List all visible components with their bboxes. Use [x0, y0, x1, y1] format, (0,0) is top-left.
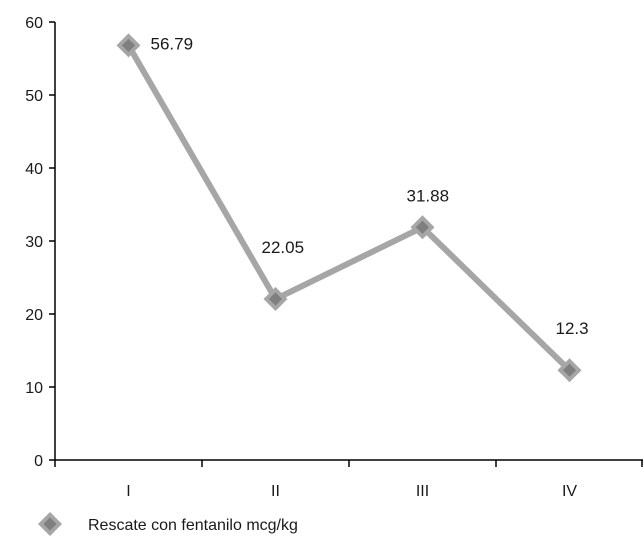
series-line [125, 42, 573, 374]
x-tick-label: I [126, 483, 130, 500]
data-label: 12.3 [556, 319, 589, 338]
data-label: 56.79 [151, 34, 194, 53]
x-tick-label: III [416, 483, 429, 500]
y-tick-label: 60 [25, 15, 43, 32]
data-point-marker [410, 215, 435, 240]
data-point-marker [116, 33, 141, 58]
y-tick-label: 50 [25, 88, 43, 105]
y-tick-label: 40 [25, 161, 43, 178]
data-label: 31.88 [407, 186, 450, 205]
y-tick-label: 30 [25, 234, 43, 251]
legend: Rescate con fentanilo mcg/kg [38, 512, 298, 536]
y-tick-label: 20 [25, 307, 43, 324]
data-label: 22.05 [262, 238, 305, 257]
x-tick-label: IV [562, 483, 577, 500]
legend-label: Rescate con fentanilo mcg/kg [88, 517, 298, 534]
legend-marker [38, 512, 62, 536]
y-tick-label: 0 [34, 453, 43, 470]
data-point-marker [263, 287, 288, 312]
x-tick-label: II [271, 483, 280, 500]
data-point-marker [557, 358, 582, 383]
legend-marker-icon [38, 512, 62, 536]
series-layer: 56.79 22.05 31.88 12.3 [116, 33, 589, 383]
y-axis: 0 10 20 30 40 50 60 [25, 15, 56, 470]
x-axis: I II III IV [54, 459, 643, 500]
y-tick-label: 10 [25, 380, 43, 397]
